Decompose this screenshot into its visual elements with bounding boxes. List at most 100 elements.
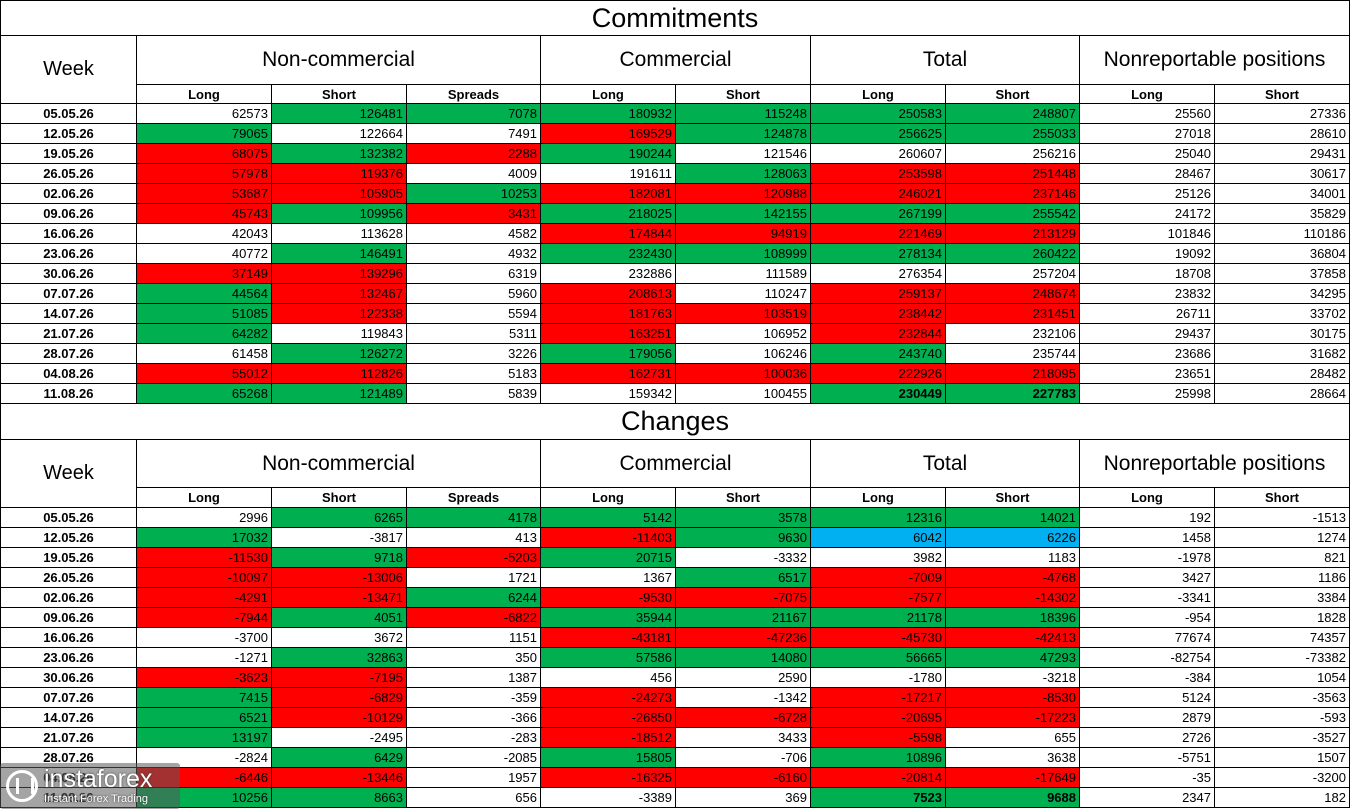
commercial-long-cell: -24273 [541,688,676,708]
nonreportable-short-cell: 821 [1215,548,1350,568]
non-commercial-spreads-cell: 413 [407,528,541,548]
non-commercial-short-header: Short [272,488,407,508]
commercial-short-cell: 121546 [676,144,811,164]
commercial-long-cell: 162731 [541,364,676,384]
non-commercial-spreads-cell: -6822 [407,608,541,628]
commercial-long-cell: -18512 [541,728,676,748]
non-commercial-long-cell: 42043 [137,224,272,244]
non-commercial-short-cell: 105905 [272,184,407,204]
non-commercial-spreads-cell: 1721 [407,568,541,588]
non-commercial-spreads-cell: 7491 [407,124,541,144]
non-commercial-long-cell: 44564 [137,284,272,304]
nonreportable-long-cell: 2347 [1080,788,1215,808]
commercial-short-cell: 3578 [676,508,811,528]
non-commercial-group-header: Non-commercial [137,440,541,488]
total-long-cell: -45730 [811,628,946,648]
nonreportable-short-cell: 28482 [1215,364,1350,384]
commercial-short-cell: 111589 [676,264,811,284]
commercial-long-cell: -11403 [541,528,676,548]
non-commercial-long-cell: 40772 [137,244,272,264]
non-commercial-spreads-cell: 656 [407,788,541,808]
nonreportable-long-cell: 29437 [1080,324,1215,344]
week-label: 12.05.26 [0,528,137,548]
non-commercial-long-cell: 61458 [137,344,272,364]
non-commercial-long-cell: 7415 [137,688,272,708]
week-label: 02.06.26 [0,184,137,204]
section-title: Commitments [0,0,1350,36]
week-label: 26.05.26 [0,568,137,588]
total-long-cell: 6042 [811,528,946,548]
week-label: 23.06.26 [0,648,137,668]
nonreportable-short-cell: -593 [1215,708,1350,728]
total-long-cell: 10896 [811,748,946,768]
commercial-long-cell: -9530 [541,588,676,608]
week-label: 30.06.26 [0,668,137,688]
commercial-short-cell: 120988 [676,184,811,204]
week-column-header: Week [0,440,137,508]
instaforex-watermark: instaforex Instant Forex Trading [0,763,180,809]
week-label: 07.07.26 [0,688,137,708]
week-label: 05.05.26 [0,508,137,528]
non-commercial-short-cell: 6265 [272,508,407,528]
nonreportable-short-cell: 74357 [1215,628,1350,648]
nonreportable-short-cell: -3200 [1215,768,1350,788]
commercial-short-cell: -47236 [676,628,811,648]
week-label: 11.08.26 [0,384,137,404]
nonreportable-short-cell: -3563 [1215,688,1350,708]
total-short-cell: -42413 [946,628,1080,648]
nonreportable-short-cell: 37858 [1215,264,1350,284]
nonreportable-long-cell: 77674 [1080,628,1215,648]
commercial-short-cell: 106246 [676,344,811,364]
total-long-cell: 253598 [811,164,946,184]
non-commercial-spreads-cell: 5183 [407,364,541,384]
commercial-short-cell: 110247 [676,284,811,304]
nonreportable-short-cell: 33702 [1215,304,1350,324]
total-short-cell: 6226 [946,528,1080,548]
total-long-cell: 230449 [811,384,946,404]
total-long-cell: 256625 [811,124,946,144]
non-commercial-spreads-cell: -359 [407,688,541,708]
nonreportable-long-cell: 19092 [1080,244,1215,264]
non-commercial-spreads-cell: 6244 [407,588,541,608]
week-column-header: Week [0,36,137,104]
non-commercial-spreads-header: Spreads [407,85,541,104]
total-short-cell: 232106 [946,324,1080,344]
nonreportable-short-cell: 1274 [1215,528,1350,548]
non-commercial-short-cell: 119843 [272,324,407,344]
non-commercial-short-cell: 146491 [272,244,407,264]
total-long-cell: -5598 [811,728,946,748]
commercial-long-cell: 456 [541,668,676,688]
non-commercial-short-cell: 119376 [272,164,407,184]
commercial-short-cell: 2590 [676,668,811,688]
non-commercial-long-cell: 13197 [137,728,272,748]
changes-table: Changes Week Non-commercial Commercial T… [0,404,1350,808]
week-label: 21.07.26 [0,728,137,748]
commercial-long-cell: 181763 [541,304,676,324]
nonreportable-long-cell: 25998 [1080,384,1215,404]
nonreportable-short-cell: 28610 [1215,124,1350,144]
nonreportable-long-cell: 1458 [1080,528,1215,548]
non-commercial-short-cell: -6829 [272,688,407,708]
commercial-long-cell: 182081 [541,184,676,204]
nonreportable-long-cell: 25126 [1080,184,1215,204]
non-commercial-short-cell: 126272 [272,344,407,364]
nonreportable-short-cell: 31682 [1215,344,1350,364]
week-label: 14.07.26 [0,304,137,324]
commercial-long-cell: -3389 [541,788,676,808]
non-commercial-long-header: Long [137,488,272,508]
commercial-short-cell: 128063 [676,164,811,184]
total-short-cell: 14021 [946,508,1080,528]
non-commercial-spreads-cell: 3431 [407,204,541,224]
non-commercial-long-cell: -7944 [137,608,272,628]
commercial-long-cell: 169529 [541,124,676,144]
commercial-short-cell: -6728 [676,708,811,728]
section-title: Changes [0,404,1350,440]
non-commercial-long-cell: 17032 [137,528,272,548]
week-label: 19.05.26 [0,548,137,568]
week-label: 28.07.26 [0,344,137,364]
commercial-short-cell: -1342 [676,688,811,708]
nonreportable-short-cell: -3527 [1215,728,1350,748]
non-commercial-long-cell: 62573 [137,104,272,124]
total-long-cell: 246021 [811,184,946,204]
total-short-cell: 213129 [946,224,1080,244]
